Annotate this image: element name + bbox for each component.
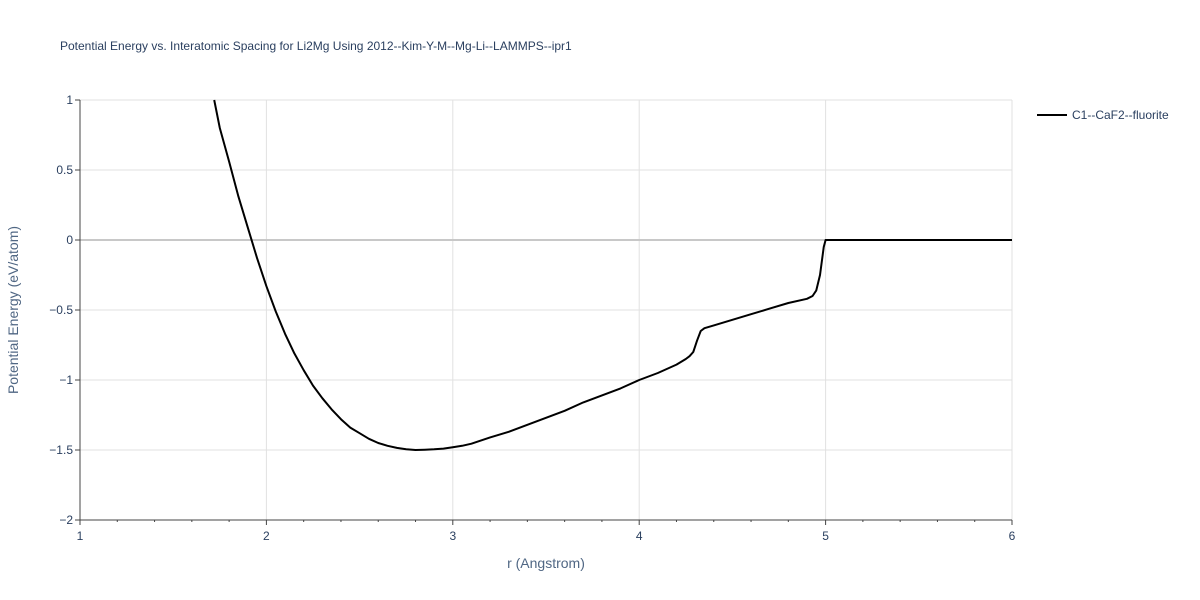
y-tick-label: 0.5 — [56, 163, 73, 177]
x-axis-ticks: 1 2 3 4 5 6 — [77, 519, 1016, 543]
y-tick-label: −1 — [59, 373, 73, 387]
x-tick-label: 1 — [77, 529, 84, 543]
legend-item-label: C1--CaF2--fluorite — [1072, 108, 1169, 122]
series-line — [213, 99, 1012, 451]
y-axis-label: Potential Energy (eV/atom) — [5, 226, 21, 394]
plot-area — [213, 99, 1012, 451]
y-tick-label: −2 — [59, 513, 73, 527]
y-axis-ticks: −2 −1.5 −1 −0.5 0 0.5 1 — [49, 93, 81, 527]
x-tick-label: 5 — [822, 529, 829, 543]
x-tick-label: 4 — [636, 529, 643, 543]
x-axis-label: r (Angstrom) — [507, 555, 585, 571]
legend[interactable]: C1--CaF2--fluorite — [1037, 108, 1169, 122]
x-tick-label: 6 — [1009, 529, 1016, 543]
y-tick-label: −1.5 — [49, 443, 73, 457]
x-tick-label: 2 — [263, 529, 270, 543]
y-tick-label: −0.5 — [49, 303, 73, 317]
x-tick-label: 3 — [449, 529, 456, 543]
y-tick-label: 1 — [66, 93, 73, 107]
chart-title: Potential Energy vs. Interatomic Spacing… — [60, 39, 572, 53]
y-tick-label: 0 — [66, 233, 73, 247]
